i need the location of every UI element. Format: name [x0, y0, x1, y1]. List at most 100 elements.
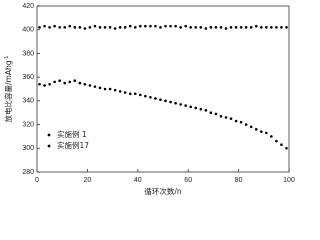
data-point	[164, 99, 167, 103]
data-point	[149, 96, 152, 99]
y-label-text: 放电比容量/mAhg	[3, 60, 13, 122]
data-point	[123, 91, 127, 94]
x-tick-label: 40	[134, 177, 142, 184]
data-point	[73, 26, 77, 29]
data-point	[144, 24, 147, 28]
data-point	[184, 104, 187, 107]
data-point	[123, 26, 127, 29]
data-point	[259, 130, 263, 133]
data-point	[209, 111, 213, 115]
data-point	[38, 82, 41, 86]
data-point	[249, 26, 253, 29]
data-point	[244, 26, 248, 29]
data-point	[189, 26, 193, 29]
data-point	[68, 24, 72, 28]
data-point	[209, 26, 213, 29]
data-point	[78, 26, 82, 29]
data-point	[234, 119, 238, 123]
data-point	[98, 26, 102, 29]
data-point	[88, 26, 92, 29]
y-tick-label: 320	[22, 121, 34, 128]
y-axis-label: 放电比容量/mAhg-1	[3, 56, 13, 123]
data-point	[265, 131, 268, 135]
data-point	[58, 26, 61, 29]
data-point	[118, 90, 122, 93]
y-tick-label: 360	[22, 74, 34, 81]
data-point	[93, 85, 97, 88]
data-point	[118, 26, 122, 29]
data-point	[229, 117, 233, 120]
data-point	[214, 112, 218, 116]
data-point	[280, 143, 283, 147]
data-point	[285, 26, 288, 29]
data-point	[285, 146, 288, 150]
y-tick-label: 280	[22, 169, 34, 176]
data-point	[78, 81, 82, 85]
x-tick-label: 60	[184, 177, 192, 184]
data-point	[159, 26, 162, 29]
data-point	[53, 80, 56, 84]
data-point	[48, 26, 51, 29]
data-point	[149, 24, 152, 28]
data-point	[259, 26, 263, 29]
data-point	[194, 106, 198, 110]
data-point	[199, 26, 203, 29]
data-point	[174, 101, 177, 105]
data-point	[184, 24, 187, 28]
y-tick-label: 380	[22, 50, 34, 57]
data-point	[239, 120, 243, 124]
data-point	[63, 26, 67, 29]
data-point	[159, 98, 162, 101]
plot-frame	[36, 5, 290, 173]
y-tick-label: 340	[22, 98, 34, 105]
data-point	[169, 24, 172, 28]
data-point	[249, 125, 253, 129]
data-point	[199, 107, 203, 111]
data-point	[154, 24, 157, 28]
data-point	[83, 27, 87, 30]
x-tick-label: 0	[35, 177, 39, 184]
data-point	[133, 26, 137, 29]
data-point	[234, 26, 238, 29]
data-point	[108, 87, 112, 91]
data-point	[244, 123, 248, 126]
data-point	[174, 24, 177, 28]
data-point	[224, 116, 228, 119]
data-point	[270, 135, 273, 138]
x-axis-label: 循环次数/n	[144, 186, 182, 196]
data-point	[164, 24, 167, 28]
data-point	[43, 24, 46, 28]
data-point	[139, 93, 142, 97]
data-point	[265, 26, 268, 29]
data-point	[53, 24, 56, 28]
y-label-sup: -1	[4, 56, 10, 61]
data-point	[128, 24, 132, 28]
data-point	[275, 26, 278, 29]
data-point	[204, 109, 208, 112]
data-point	[229, 26, 233, 29]
data-point	[214, 26, 218, 29]
data-point	[254, 128, 258, 131]
data-point	[73, 79, 77, 82]
data-point	[103, 26, 107, 29]
data-point	[139, 24, 142, 28]
data-point	[128, 92, 132, 96]
data-point	[204, 27, 208, 30]
x-tick-label: 20	[84, 177, 92, 184]
data-point	[113, 88, 117, 92]
data-point	[219, 114, 223, 118]
legend-marker	[47, 144, 51, 148]
data-point	[189, 105, 193, 109]
data-point	[224, 27, 228, 30]
data-point	[68, 80, 72, 84]
legend-label: 实施例 1	[57, 129, 87, 139]
data-point	[154, 97, 157, 100]
data-point	[43, 84, 46, 87]
data-point	[270, 26, 273, 29]
y-tick-label: 300	[22, 145, 34, 152]
data-point	[275, 139, 278, 143]
y-tick-label: 400	[22, 27, 34, 34]
data-point	[144, 94, 147, 98]
data-point	[169, 100, 172, 104]
data-point	[38, 26, 41, 29]
